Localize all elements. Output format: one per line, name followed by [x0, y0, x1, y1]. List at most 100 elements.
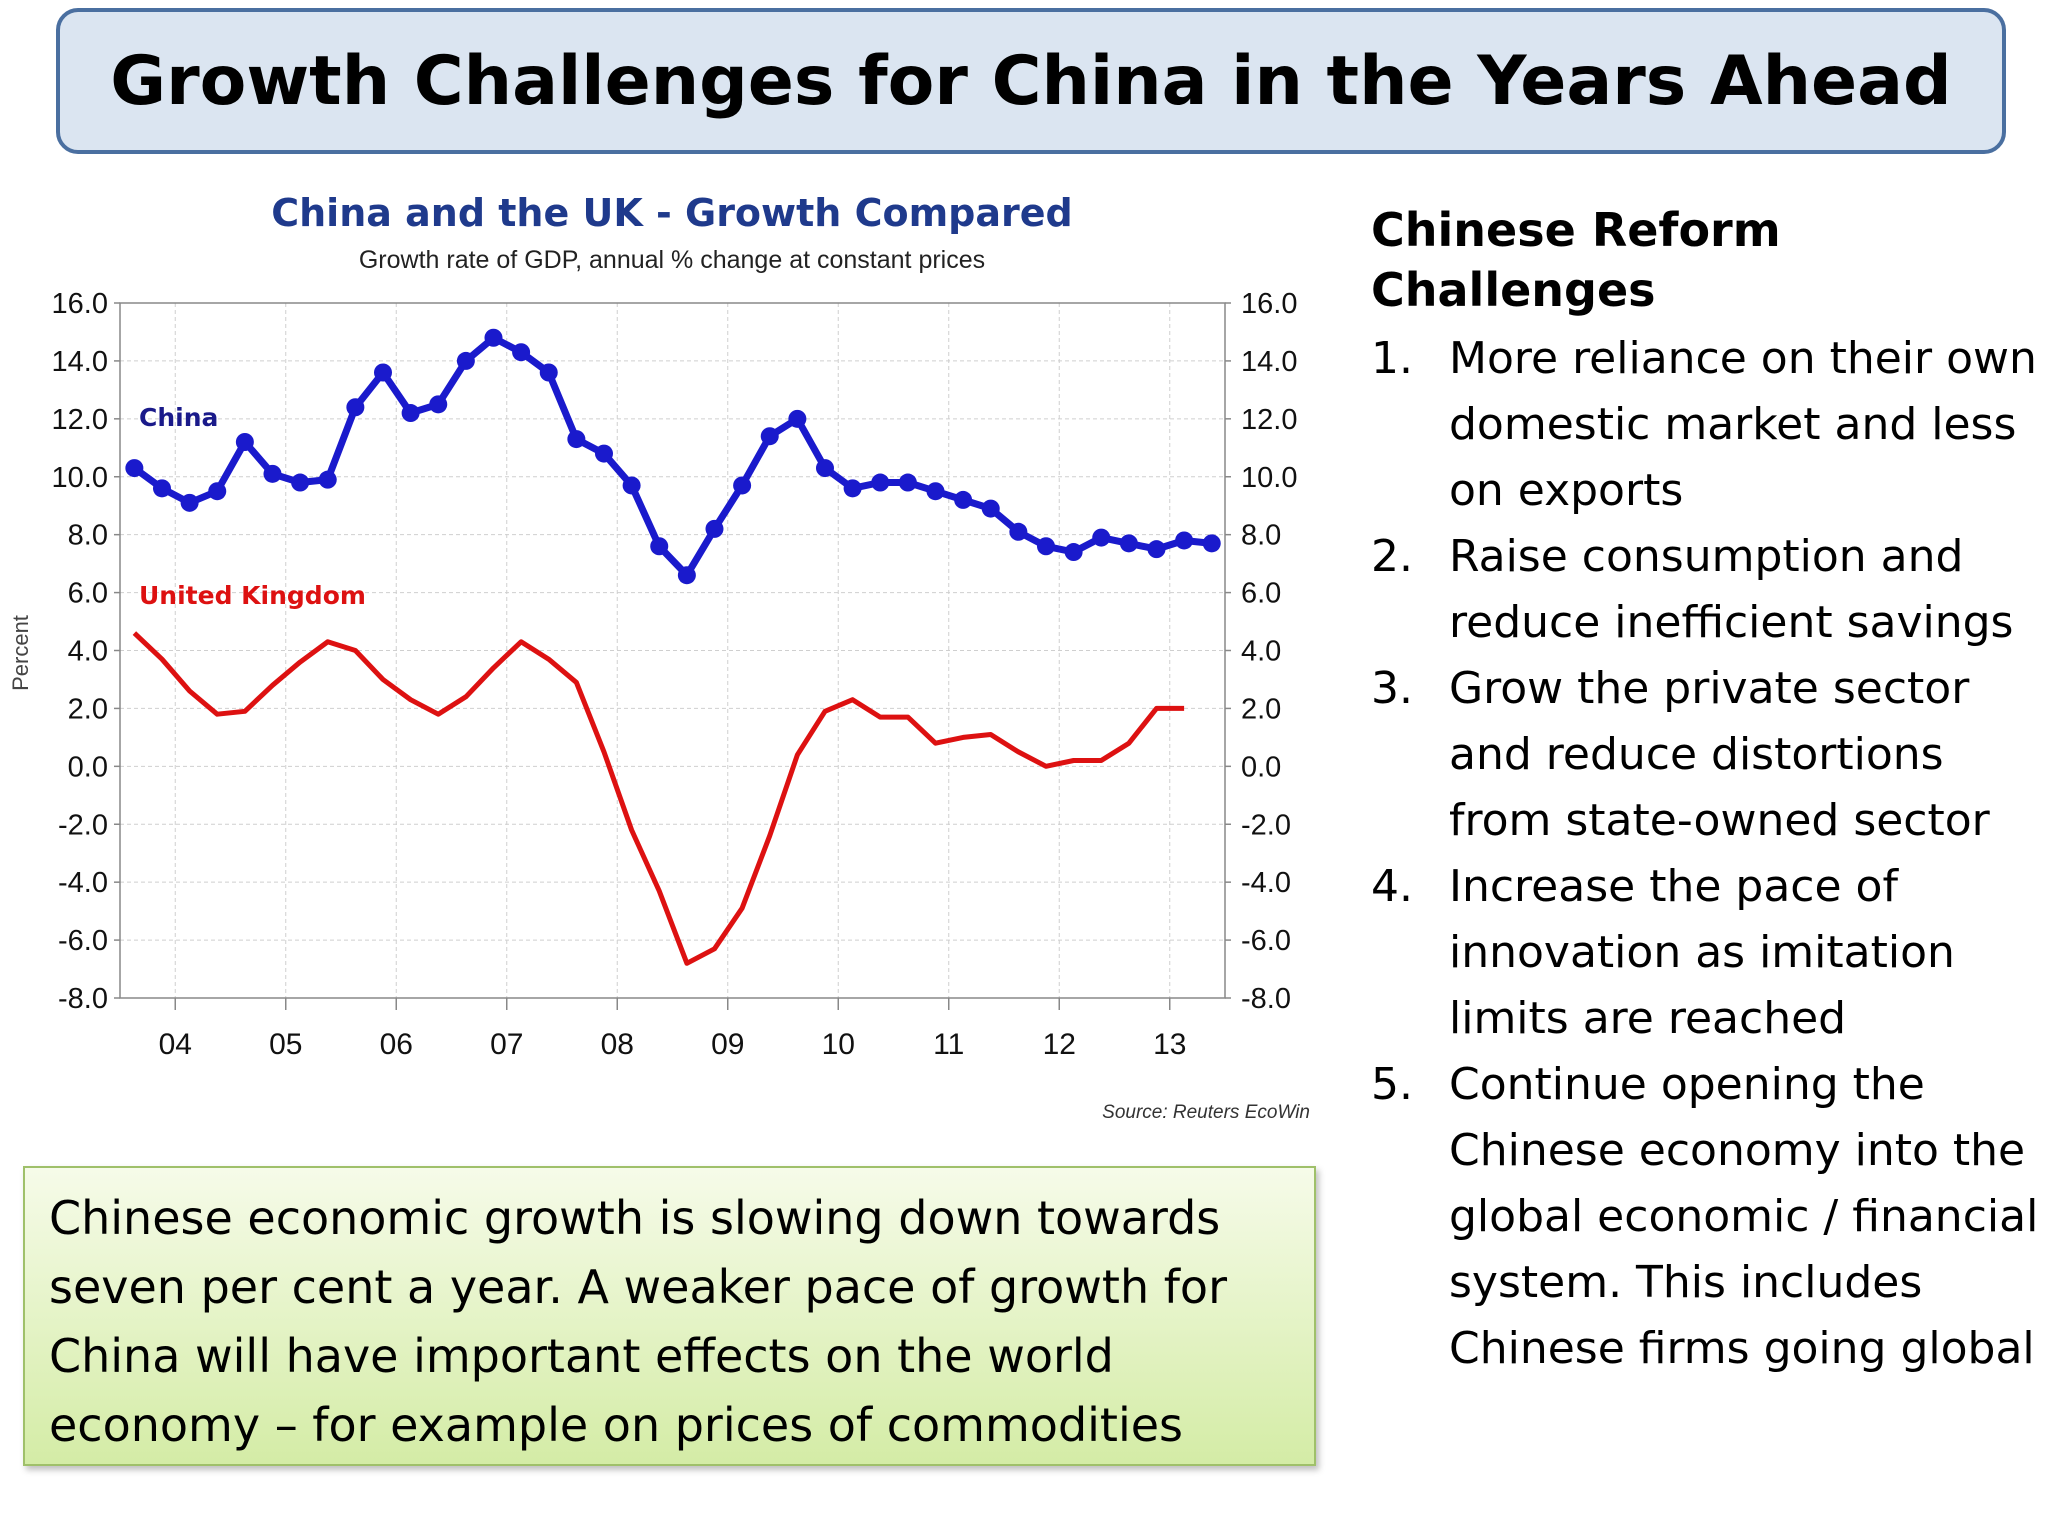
y-tick-label: 0.0: [1241, 751, 1281, 783]
china-data-point: [1092, 528, 1111, 547]
title-banner: Growth Challenges for China in the Years…: [56, 8, 2006, 154]
y-tick-label: 12.0: [52, 404, 108, 436]
y-tick-label: 0.0: [68, 751, 108, 783]
china-data-point: [677, 566, 696, 585]
china-data-point: [263, 464, 282, 483]
y-tick-label: 8.0: [68, 520, 108, 552]
x-tick-label: 05: [269, 1028, 302, 1061]
x-tick-label: 06: [380, 1028, 413, 1061]
y-tick-label: 12.0: [1241, 404, 1297, 436]
china-data-point: [705, 519, 724, 538]
x-ticks: 04 05 06 07 08 09 10 11 12 13: [159, 998, 1186, 1061]
china-data-point: [1036, 537, 1055, 556]
y-tick-label: 4.0: [68, 636, 108, 668]
china-data-point: [180, 493, 199, 512]
china-data-point: [1202, 534, 1221, 553]
y-tick-label: 14.0: [52, 346, 108, 378]
china-data-point: [788, 409, 807, 428]
legend-uk-label: United Kingdom: [139, 581, 366, 610]
chart-title: China and the UK - Growth Compared: [271, 191, 1073, 235]
y-tick-label: -2.0: [1241, 809, 1291, 841]
reform-item: 5. Continue opening the Chinese economy i…: [1371, 1052, 2041, 1382]
y-tick-label: 2.0: [1241, 693, 1281, 725]
y-tick-label: -8.0: [1241, 983, 1291, 1015]
china-data-point: [954, 490, 973, 509]
reform-item-number: 1.: [1371, 333, 1413, 384]
china-data-point: [622, 476, 641, 495]
y-tick-label: -2.0: [58, 809, 108, 841]
x-tick-label: 04: [159, 1028, 192, 1061]
y-tick-label: 6.0: [1241, 578, 1281, 610]
x-tick-label: 11: [933, 1028, 964, 1061]
gridlines: [120, 302, 1225, 999]
china-data-point: [539, 363, 558, 382]
reform-item-text: Raise consumption and reduce inefficient…: [1449, 531, 2014, 648]
china-data-point: [208, 482, 227, 501]
china-data-point: [733, 476, 752, 495]
y-tick-label: 4.0: [1241, 636, 1281, 668]
y-tick-label: -6.0: [58, 925, 108, 957]
x-tick-label: 13: [1153, 1028, 1186, 1061]
y-tick-label: 2.0: [68, 693, 108, 725]
reform-heading: Chinese Reform Challenges: [1371, 203, 1781, 317]
china-data-point: [401, 404, 420, 423]
china-data-point: [346, 398, 365, 417]
reform-item-number: 2.: [1371, 531, 1413, 582]
china-data-point: [843, 479, 862, 498]
x-tick-label: 09: [711, 1028, 744, 1061]
china-data-point: [898, 473, 917, 492]
china-data-point: [512, 343, 531, 362]
china-series-line: [132, 334, 1213, 579]
x-tick-label: 08: [601, 1028, 634, 1061]
reform-item: 4. Increase the pace of innovation as imi…: [1371, 854, 2041, 1052]
reform-item-number: 4.: [1371, 861, 1413, 912]
china-data-point: [373, 363, 392, 382]
reform-challenges-panel: Chinese Reform Challenges 1. More relianc…: [1371, 200, 2041, 1382]
reform-item-text: More reliance on their own domestic mark…: [1449, 333, 2037, 516]
y-ticks-right: 16.0 14.0 12.0 10.0 8.0 6.0 4.0 2.0 0.0 -2.0 -4.0 -…: [1225, 288, 1297, 1015]
y-tick-label: -6.0: [1241, 925, 1291, 957]
china-data-point: [1009, 522, 1028, 541]
x-tick-label: 10: [822, 1028, 855, 1061]
y-tick-label: 14.0: [1241, 346, 1297, 378]
reform-list: 1. More reliance on their own domestic ma…: [1371, 326, 2041, 1382]
summary-text: Chinese economic growth is slowing down …: [49, 1191, 1227, 1452]
x-tick-label: 07: [490, 1028, 523, 1061]
growth-line-chart: China and the UK - Growth Compared Growt…: [8, 191, 1310, 1123]
y-tick-label: 8.0: [1241, 520, 1281, 552]
slide-title: Growth Challenges for China in the Years…: [110, 41, 1952, 121]
y-tick-label: 16.0: [52, 288, 108, 320]
reform-item-number: 3.: [1371, 663, 1413, 714]
china-data-point: [1064, 543, 1083, 562]
reform-item: 3. Grow the private sector and reduce dis…: [1371, 656, 2041, 854]
china-data-point: [926, 482, 945, 501]
y-tick-label: 10.0: [52, 462, 108, 494]
china-data-point: [429, 395, 448, 414]
reform-item-text: Continue opening the Chinese economy int…: [1449, 1059, 2039, 1374]
china-data-point: [981, 499, 1000, 518]
china-data-point: [235, 433, 254, 451]
reform-item-text: Grow the private sector and reduce disto…: [1449, 663, 1990, 846]
china-data-point: [318, 470, 337, 489]
chart-subtitle: Growth rate of GDP, annual % change at c…: [359, 246, 985, 274]
china-data-point: [650, 537, 669, 556]
china-data-point: [760, 427, 779, 446]
china-data-point: [125, 459, 144, 478]
china-data-point: [871, 473, 890, 492]
legend-china-label: China: [139, 403, 218, 432]
y-tick-label: -4.0: [58, 867, 108, 899]
y-tick-label: 10.0: [1241, 462, 1297, 494]
y-tick-label: -8.0: [58, 983, 108, 1015]
china-data-point: [291, 473, 310, 492]
china-data-point: [815, 459, 834, 478]
reform-item: 1. More reliance on their own domestic ma…: [1371, 326, 2041, 524]
china-data-point: [1119, 534, 1138, 553]
china-data-point: [1175, 531, 1194, 550]
china-data-point: [152, 479, 171, 498]
y-tick-label: 16.0: [1241, 288, 1297, 320]
reform-item-text: Increase the pace of innovation as imita…: [1449, 861, 1955, 1044]
y-tick-label: -4.0: [1241, 867, 1291, 899]
china-data-point: [567, 430, 586, 449]
x-tick-label: 12: [1043, 1028, 1076, 1061]
uk-series-line: [132, 631, 1185, 966]
